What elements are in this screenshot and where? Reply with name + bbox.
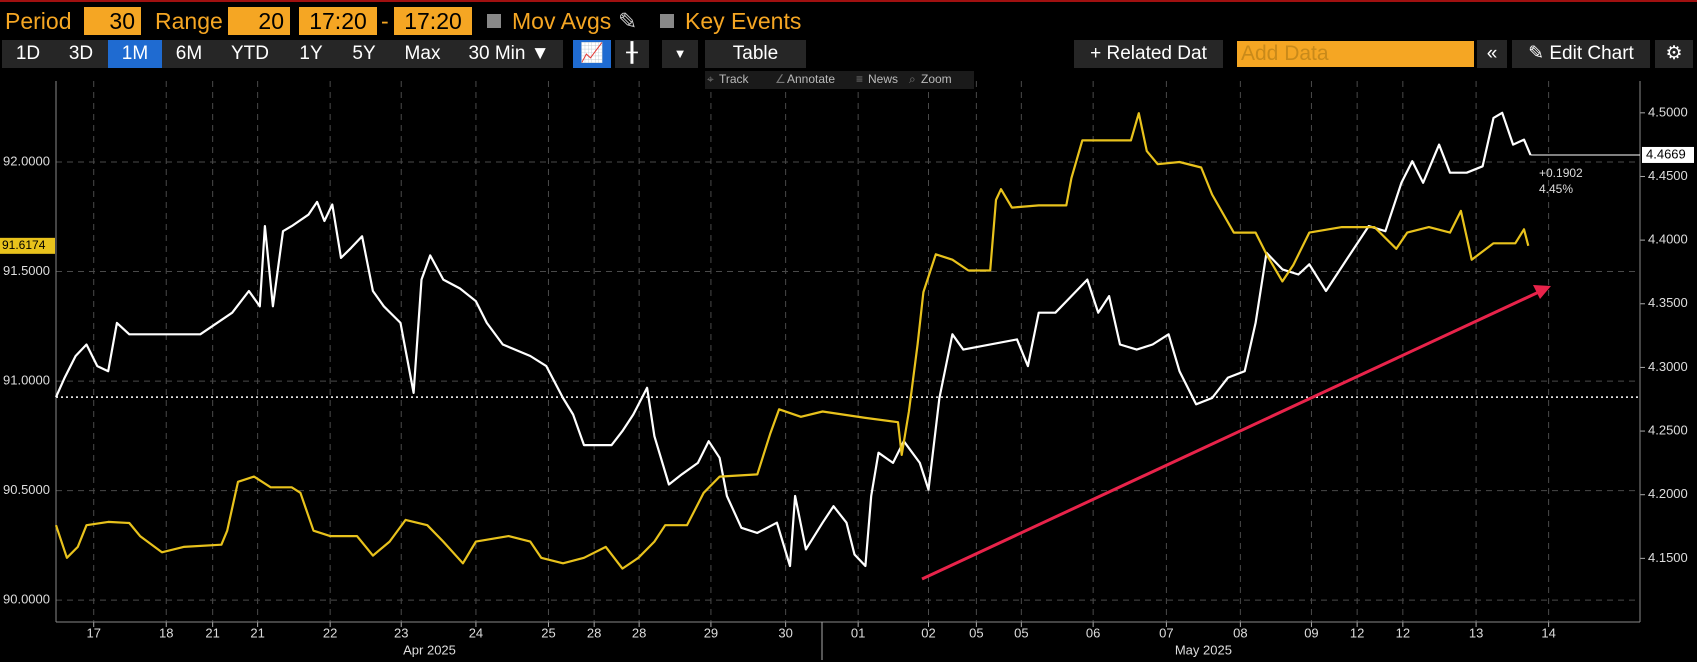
- dash: -: [381, 8, 389, 34]
- tool[interactable]: Track: [719, 72, 749, 86]
- y-tick-label: 90.5000: [3, 482, 50, 497]
- x-tick-label: 09: [1304, 625, 1318, 640]
- x-tick-label: 13: [1469, 625, 1483, 640]
- tool-icon: ≡: [856, 72, 864, 86]
- x-tick-label: 01: [851, 625, 865, 640]
- period-input[interactable]: 30: [84, 7, 141, 35]
- chart-toolbar: 📈 ╂ ▼ Table + Related Dat Add Data « ✎ E…: [0, 39, 1697, 69]
- x-tick-label: 28: [632, 625, 646, 640]
- last-value-label: 4.4669: [1646, 146, 1686, 161]
- period-button[interactable]: 3D: [54, 40, 108, 68]
- y2-tick-label: 4.2000: [1648, 486, 1688, 501]
- x-tick-label: 22: [323, 625, 337, 640]
- x-tick-label: 29: [704, 625, 718, 640]
- x-tick-label: 24: [469, 625, 483, 640]
- x-tick-label: 21: [205, 625, 219, 640]
- last-value-label: 91.6174: [2, 238, 46, 252]
- chart-tools: Track ⌖ Annotate ∠ News ≡ Zoom ⌕: [705, 71, 974, 89]
- y-tick-label: 91.0000: [3, 373, 50, 388]
- y-tick-label: 90.0000: [3, 592, 50, 607]
- period-button[interactable]: 1M: [108, 40, 162, 68]
- y2-tick-label: 4.4000: [1648, 232, 1688, 247]
- x-tick-label: 07: [1159, 625, 1173, 640]
- y2-tick-label: 4.3000: [1648, 359, 1688, 374]
- tool[interactable]: Annotate: [787, 72, 836, 86]
- x-tick-label: 05: [969, 625, 983, 640]
- month-label: May 2025: [1175, 642, 1232, 657]
- period-button[interactable]: Max: [390, 40, 455, 68]
- period-bar: Period 30 Range 20 17:20 - 17:20 Mov Avg…: [0, 0, 1697, 39]
- y2-tick-label: 4.5000: [1648, 104, 1688, 119]
- tool[interactable]: Zoom: [921, 72, 952, 86]
- last-value-tag: [1642, 146, 1694, 163]
- collapse[interactable]: «: [1477, 40, 1507, 68]
- table-button[interactable]: Table: [705, 40, 806, 68]
- series-line: [54, 111, 1532, 568]
- period-button[interactable]: 5Y: [338, 40, 390, 68]
- x-tick-label: 18: [159, 625, 173, 640]
- tool-icon: ∠: [775, 72, 786, 86]
- period-button[interactable]: 30 Min ▼: [455, 40, 563, 68]
- x-tick-label: 12: [1350, 625, 1364, 640]
- range-input[interactable]: 20: [228, 7, 290, 35]
- checkbox[interactable]: [660, 14, 674, 28]
- x-tick-label: 14: [1541, 625, 1555, 640]
- y2-tick-label: 4.1500: [1648, 550, 1688, 565]
- y2-tick-label: 4.4500: [1648, 168, 1688, 183]
- period-button[interactable]: 6M: [162, 40, 216, 68]
- series-line: [54, 112, 1530, 570]
- dropdown[interactable]: ▼: [662, 40, 698, 68]
- settings[interactable]: ⚙: [1655, 40, 1693, 68]
- last-value-tag: [0, 237, 55, 254]
- key-events[interactable]: Key Events: [685, 8, 802, 34]
- x-tick-label: 06: [1086, 625, 1100, 640]
- x-tick-label: 23: [394, 625, 408, 640]
- y2-tick-label: 4.2500: [1648, 422, 1688, 437]
- x-tick-label: 17: [86, 625, 100, 640]
- y-tick-label: 92.0000: [3, 153, 50, 168]
- pencil-icon[interactable]: ✎: [618, 8, 638, 34]
- trend-arrow: [921, 285, 1551, 581]
- tool-icon: ⌖: [707, 72, 714, 86]
- x-tick-label: 12: [1396, 625, 1410, 640]
- period-button[interactable]: YTD: [216, 40, 284, 68]
- y2-tick-label: 4.3500: [1648, 295, 1688, 310]
- y-tick-label: 91.5000: [3, 263, 50, 278]
- month-label: Apr 2025: [403, 642, 456, 657]
- x-tick-label: 21: [250, 625, 264, 640]
- bar-icon[interactable]: ╂: [615, 40, 649, 68]
- tool-icon: ⌕: [909, 72, 916, 86]
- change-label: 4.45%: [1539, 182, 1573, 196]
- related-data[interactable]: + Related Dat: [1074, 40, 1223, 68]
- period-button[interactable]: 1D: [2, 40, 54, 68]
- x-tick-label: 28: [587, 625, 601, 640]
- end-input[interactable]: 17:20: [394, 7, 472, 35]
- x-tick-label: 30: [778, 625, 792, 640]
- period-button[interactable]: 1Y: [284, 40, 338, 68]
- start-input[interactable]: 17:20: [299, 7, 377, 35]
- mov-avgs[interactable]: Mov Avgs: [512, 8, 612, 34]
- checkbox[interactable]: [487, 14, 501, 28]
- x-tick-label: 08: [1233, 625, 1247, 640]
- x-tick-label: 05: [1014, 625, 1028, 640]
- edit-chart-label: Edit Chart: [1549, 43, 1634, 64]
- x-tick-label: 25: [541, 625, 555, 640]
- range-label: Range: [155, 8, 223, 34]
- edit-chart[interactable]: ✎ Edit Chart: [1512, 40, 1650, 68]
- tool[interactable]: News: [868, 72, 899, 86]
- period-label: Period: [5, 8, 72, 34]
- change-label: +0.1902: [1539, 166, 1583, 180]
- add-data-input[interactable]: Add Data: [1237, 41, 1474, 67]
- line-icon[interactable]: 📈: [573, 40, 611, 68]
- x-tick-label: 02: [921, 625, 935, 640]
